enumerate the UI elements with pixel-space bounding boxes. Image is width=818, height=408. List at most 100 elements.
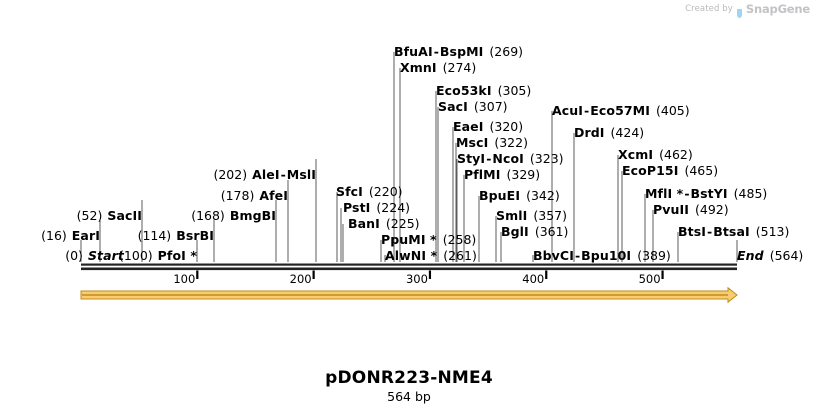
ruler-bar-top (81, 263, 737, 266)
credit-prefix-text: Created by (685, 4, 733, 14)
site-label-eaei[interactable]: EaeI (320) (453, 120, 523, 133)
enzyme-name[interactable]: BglI (501, 224, 529, 239)
enzyme-name[interactable]: PfoI * (157, 248, 197, 263)
ruler-tick-label-100: 100 (173, 272, 196, 286)
enzyme-name[interactable]: SacII (107, 208, 142, 223)
site-label-alwni[interactable]: AlwNI * (261) (385, 249, 477, 262)
leader-lines-group (80, 52, 738, 262)
enzyme-name[interactable]: DrdI (574, 125, 605, 140)
site-label-start[interactable]: (0) Start (65, 249, 124, 262)
enzyme-name[interactable]: BtsaI (713, 224, 750, 239)
site-position: (492) (695, 202, 729, 217)
enzyme-name[interactable]: MslI (286, 167, 316, 182)
enzyme-separator: - (433, 44, 439, 59)
site-label-styincoi[interactable]: StyI-NcoI (323) (457, 152, 564, 165)
site-position: (320) (489, 119, 524, 134)
site-label-bbvcibpu10i[interactable]: BbvCI-Bpu10I (389) (533, 249, 671, 262)
site-label-xcmi[interactable]: XcmI (462) (618, 148, 693, 161)
site-label-end[interactable]: End (564) (737, 249, 803, 262)
enzyme-name[interactable]: PvuII (653, 202, 690, 217)
site-label-pfoi[interactable]: (100) PfoI * (119, 249, 197, 262)
enzyme-name[interactable]: PflMI (464, 167, 501, 182)
enzyme-name[interactable]: SacI (438, 99, 468, 114)
site-label-bmgbi[interactable]: (168) BmgBI (191, 209, 276, 222)
enzyme-name[interactable]: Bpu10I (581, 248, 632, 263)
site-label-sacii[interactable]: (52) SacII (77, 209, 142, 222)
enzyme-name[interactable]: MflI * (645, 186, 684, 201)
enzyme-name[interactable]: BfuAI (394, 44, 433, 59)
site-label-pvuii[interactable]: PvuII (492) (653, 203, 729, 216)
enzyme-name[interactable]: MscI (456, 135, 489, 150)
site-label-bfuaibspmi[interactable]: BfuAI-BspMI (269) (394, 45, 523, 58)
enzyme-name[interactable]: AleI (252, 167, 280, 182)
enzyme-name[interactable]: NcoI (492, 151, 524, 166)
site-label-psti[interactable]: PstI (224) (343, 201, 410, 214)
site-label-ppumi[interactable]: PpuMI * (258) (381, 233, 476, 246)
enzyme-name[interactable]: XmnI (400, 60, 437, 75)
enzyme-name[interactable]: SfcI (336, 184, 363, 199)
enzyme-name[interactable]: BstYI (690, 186, 728, 201)
enzyme-name[interactable]: AcuI (552, 103, 584, 118)
enzyme-name[interactable]: AfeI (259, 188, 288, 203)
enzyme-name[interactable]: End (737, 248, 764, 263)
site-label-acuieco57mi[interactable]: AcuI-Eco57MI (405) (552, 104, 690, 117)
site-position: (261) (443, 248, 477, 263)
enzyme-name[interactable]: BpuEI (479, 188, 521, 203)
ruler-minor-ticks-group (196, 270, 664, 279)
site-position: (220) (368, 184, 403, 199)
enzyme-name[interactable]: Start (87, 248, 124, 263)
ruler-tick-label-200: 200 (289, 272, 312, 286)
enzyme-name[interactable]: Eco57MI (590, 103, 650, 118)
site-position: (202) (213, 167, 248, 182)
enzyme-name[interactable]: BtsI (678, 224, 706, 239)
site-position: (405) (655, 103, 690, 118)
enzyme-name[interactable]: EarI (71, 228, 100, 243)
enzyme-name[interactable]: StyI (457, 151, 486, 166)
enzyme-name[interactable]: SmlI (496, 208, 528, 223)
site-label-eari[interactable]: (16) EarI (41, 229, 100, 242)
enzyme-name[interactable]: PpuMI * (381, 232, 437, 247)
site-label-aleimsli[interactable]: (202) AleI-MslI (213, 168, 316, 181)
site-label-pflmi[interactable]: PflMI (329) (464, 168, 540, 181)
plasmid-name: pDONR223-NME4 (325, 368, 493, 388)
site-position: (52) (76, 208, 103, 223)
enzyme-name[interactable]: BspMI (439, 44, 484, 59)
enzyme-name[interactable]: BanI (348, 216, 380, 231)
site-label-mflibstyi[interactable]: MflI *-BstYI (485) (645, 187, 767, 200)
enzyme-name[interactable]: BbvCI (533, 248, 574, 263)
enzyme-name[interactable]: XcmI (618, 147, 654, 162)
site-position: (485) (733, 186, 768, 201)
site-label-sfci[interactable]: SfcI (220) (336, 185, 403, 198)
enzyme-name[interactable]: BsrBI (176, 228, 214, 243)
site-label-eco53ki[interactable]: Eco53kI (305) (436, 84, 531, 97)
site-label-bgli[interactable]: BglI (361) (501, 225, 568, 238)
enzyme-name[interactable]: EcoP15I (622, 163, 679, 178)
site-label-bpuei[interactable]: BpuEI (342) (479, 189, 560, 202)
enzyme-name[interactable]: AlwNI * (385, 248, 438, 263)
site-label-saci[interactable]: SacI (307) (438, 100, 508, 113)
site-position: (424) (610, 125, 645, 140)
site-label-bsrbi[interactable]: (114) BsrBI (138, 229, 214, 242)
site-position: (305) (497, 83, 532, 98)
enzyme-separator: - (707, 224, 713, 239)
site-label-ecop15i[interactable]: EcoP15I (465) (622, 164, 718, 177)
enzyme-name[interactable]: BmgBI (229, 208, 276, 223)
site-position: (329) (506, 167, 541, 182)
site-label-smli[interactable]: SmlI (357) (496, 209, 567, 222)
site-label-afei[interactable]: (178) AfeI (221, 189, 288, 202)
credit-brand-text: SnapGene (745, 2, 810, 16)
enzyme-name[interactable]: Eco53kI (436, 83, 492, 98)
site-label-msci[interactable]: MscI (322) (456, 136, 528, 149)
site-position: (16) (41, 228, 67, 243)
enzyme-separator: - (280, 167, 286, 182)
site-label-bani[interactable]: BanI (225) (348, 217, 420, 230)
site-label-drdi[interactable]: DrdI (424) (574, 126, 644, 139)
enzyme-name[interactable]: EaeI (453, 119, 484, 134)
site-position: (357) (533, 208, 567, 223)
enzyme-name[interactable]: PstI (343, 200, 371, 215)
site-position: (225) (385, 216, 420, 231)
site-label-xmni[interactable]: XmnI (274) (400, 61, 476, 74)
site-label-btsibtsai[interactable]: BtsI-BtsaI (513) (678, 225, 789, 238)
